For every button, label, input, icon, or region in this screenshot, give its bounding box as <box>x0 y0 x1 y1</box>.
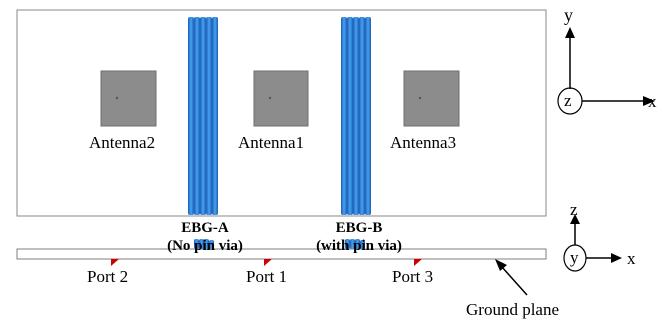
top-axis-x-label: x <box>648 92 657 111</box>
antenna1-patch <box>253 70 309 127</box>
antenna2-patch <box>100 70 157 127</box>
side-axis-x-label: x <box>627 249 636 268</box>
ebg-a-structure <box>188 17 218 215</box>
ebg-a-title: EBG-A <box>181 220 229 236</box>
antenna2-label: Antenna2 <box>89 133 156 152</box>
ebg-a-subtitle: (No pin via) <box>167 238 243 254</box>
ebg-a-label: EBG-A (No pin via) <box>155 219 255 255</box>
port1-marker <box>264 259 272 266</box>
ground-plane-label: Ground plane <box>466 300 560 319</box>
antenna1-label: Antenna1 <box>238 133 305 152</box>
top-axis-y-label: y <box>564 5 573 25</box>
port3-label: Port 3 <box>392 267 434 286</box>
ebg-b-subtitle: (with pin via) <box>316 238 402 254</box>
side-ebg-b <box>345 239 365 249</box>
side-axis-z-label: z <box>570 200 578 219</box>
port2-label: Port 2 <box>87 267 129 286</box>
ground-plane-arrow <box>495 259 528 296</box>
side-ebg-a <box>194 239 214 249</box>
side-axis-y-label: y <box>570 248 579 267</box>
antenna3-label: Antenna3 <box>390 133 457 152</box>
ebg-b-title: EBG-B <box>335 220 383 236</box>
top-axis-z-label: z <box>564 91 572 110</box>
ground-plane <box>16 248 547 260</box>
port1-label: Port 1 <box>246 267 288 286</box>
top-axes <box>557 27 655 115</box>
port2-marker <box>111 259 119 266</box>
side-axes <box>563 214 622 272</box>
antenna3-patch <box>403 70 460 127</box>
ebg-b-structure <box>341 17 371 215</box>
port3-marker <box>414 259 422 266</box>
ebg-b-label: EBG-B (with pin via) <box>297 219 421 255</box>
